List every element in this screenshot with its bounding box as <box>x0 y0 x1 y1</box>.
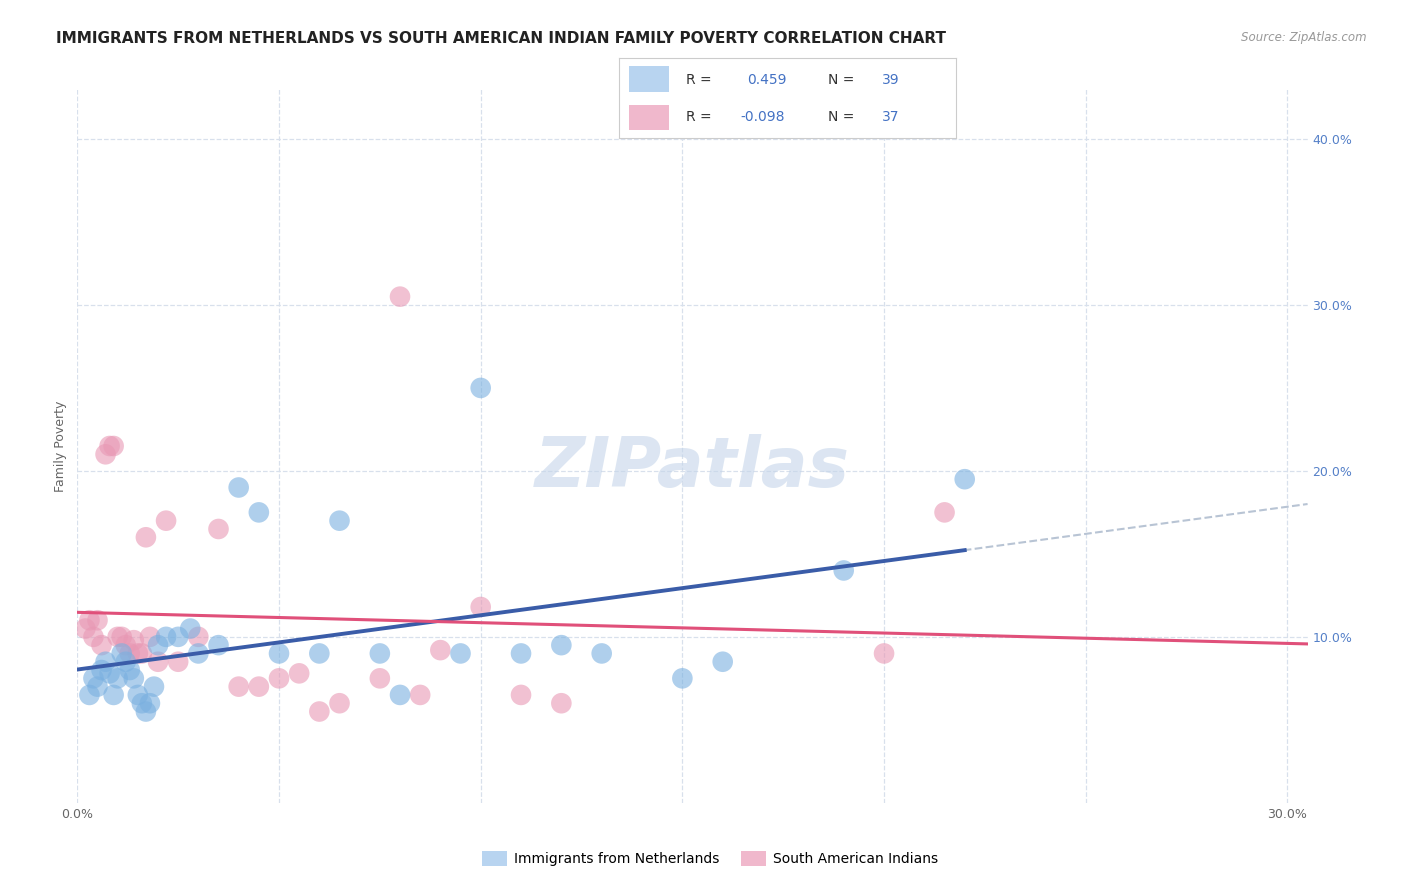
Point <box>873 647 896 661</box>
Point <box>368 647 391 661</box>
Point <box>308 647 330 661</box>
Point <box>328 696 350 710</box>
Text: IMMIGRANTS FROM NETHERLANDS VS SOUTH AMERICAN INDIAN FAMILY POVERTY CORRELATION : IMMIGRANTS FROM NETHERLANDS VS SOUTH AME… <box>56 31 946 46</box>
FancyBboxPatch shape <box>628 104 669 130</box>
Point <box>146 655 169 669</box>
Point <box>671 671 693 685</box>
Point <box>139 696 162 710</box>
Point <box>228 680 250 694</box>
Point <box>550 696 572 710</box>
Point <box>131 696 153 710</box>
Point <box>90 663 112 677</box>
Point <box>155 630 177 644</box>
Point <box>550 638 572 652</box>
Point <box>118 663 141 677</box>
Point <box>267 671 290 685</box>
Point <box>711 655 734 669</box>
Point <box>167 655 190 669</box>
Point <box>953 472 976 486</box>
Point <box>591 647 613 661</box>
Point <box>187 647 209 661</box>
Point <box>146 638 169 652</box>
Point <box>135 705 157 719</box>
Point <box>429 643 451 657</box>
FancyBboxPatch shape <box>628 66 669 92</box>
Point <box>143 680 166 694</box>
Point <box>111 647 134 661</box>
Point <box>131 647 153 661</box>
Text: Source: ZipAtlas.com: Source: ZipAtlas.com <box>1241 31 1367 45</box>
Point <box>127 688 149 702</box>
Point <box>107 630 129 644</box>
Point <box>79 688 101 702</box>
Point <box>103 439 125 453</box>
Legend: Immigrants from Netherlands, South American Indians: Immigrants from Netherlands, South Ameri… <box>477 846 943 871</box>
Point <box>107 671 129 685</box>
Text: N =: N = <box>828 73 855 87</box>
Point <box>155 514 177 528</box>
Point <box>122 671 145 685</box>
Point <box>934 505 956 519</box>
Point <box>409 688 432 702</box>
Point <box>167 630 190 644</box>
Point <box>127 647 149 661</box>
Point <box>389 688 412 702</box>
Point <box>111 630 134 644</box>
Text: -0.098: -0.098 <box>740 111 785 124</box>
Text: 0.459: 0.459 <box>747 73 786 87</box>
Point <box>79 613 101 627</box>
Point <box>139 630 162 644</box>
Point <box>86 613 108 627</box>
Point <box>470 599 492 614</box>
Point <box>247 505 270 519</box>
Point <box>288 666 311 681</box>
Y-axis label: Family Poverty: Family Poverty <box>53 401 67 491</box>
Point <box>135 530 157 544</box>
Point <box>187 630 209 644</box>
Point <box>450 647 472 661</box>
Point <box>103 688 125 702</box>
Text: R =: R = <box>686 73 711 87</box>
Point <box>82 630 104 644</box>
Point <box>114 655 136 669</box>
Text: ZIPatlas: ZIPatlas <box>534 434 851 501</box>
Point <box>470 381 492 395</box>
Point <box>94 655 117 669</box>
Point <box>75 622 97 636</box>
Point <box>114 638 136 652</box>
Point <box>832 564 855 578</box>
Text: 37: 37 <box>882 111 900 124</box>
Point <box>86 680 108 694</box>
Point <box>207 522 229 536</box>
Point <box>247 680 270 694</box>
Point <box>328 514 350 528</box>
Point <box>98 439 121 453</box>
Point <box>267 647 290 661</box>
Point <box>308 705 330 719</box>
Point <box>82 671 104 685</box>
Text: N =: N = <box>828 111 855 124</box>
Point <box>389 290 412 304</box>
Point <box>510 688 533 702</box>
Point <box>122 633 145 648</box>
Point <box>510 647 533 661</box>
Text: R =: R = <box>686 111 711 124</box>
Point <box>94 447 117 461</box>
Point <box>368 671 391 685</box>
Point <box>98 666 121 681</box>
Point <box>90 638 112 652</box>
Text: 39: 39 <box>882 73 900 87</box>
Point <box>179 622 201 636</box>
Point <box>207 638 229 652</box>
Point <box>118 647 141 661</box>
Point <box>228 481 250 495</box>
